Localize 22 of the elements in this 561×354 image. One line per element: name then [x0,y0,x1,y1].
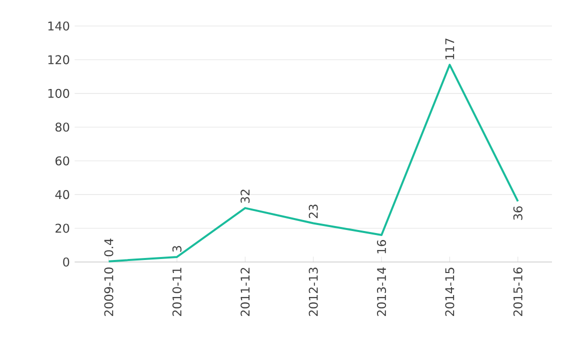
y-tick-label: 20 [56,224,70,233]
data-label: 117 [445,38,454,60]
data-label: 36 [513,206,522,220]
data-label: 0.4 [104,238,114,256]
x-tick-label: 2014-15 [445,268,454,316]
x-tick-label: 2015-16 [513,267,522,316]
y-tick-label: 40 [55,190,70,200]
x-tick-label: 2013-14 [376,267,386,316]
data-label: 23 [308,204,318,218]
y-tick-label: 80 [56,122,70,132]
x-tick-label: 2009-10 [104,268,114,316]
x-tick-label: 2011-12 [240,268,250,316]
data-label: 16 [376,240,386,254]
data-label: 32 [240,190,250,203]
y-tick-label: 0 [63,257,70,267]
y-tick-label: 100 [48,88,70,98]
data-label: 3 [172,246,182,252]
y-tick-label: 140 [48,21,70,31]
x-tick-label: 2010-11 [172,268,182,316]
y-tick-label: 60 [56,156,70,166]
y-tick-label: 120 [48,55,70,64]
x-tick-label: 2012-13 [308,268,318,316]
